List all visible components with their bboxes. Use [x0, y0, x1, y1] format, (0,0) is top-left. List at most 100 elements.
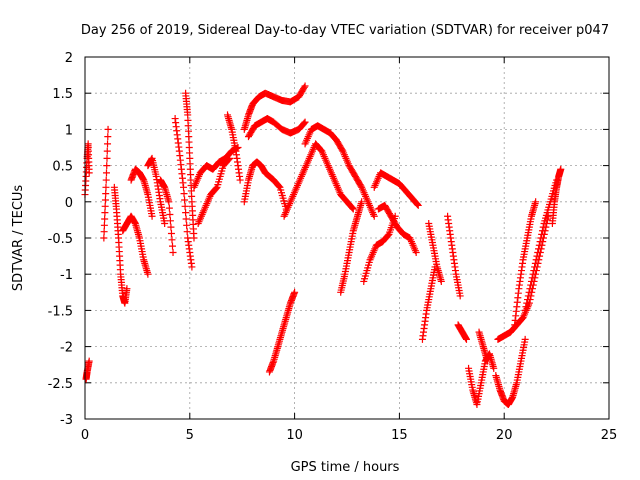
data-point	[384, 231, 392, 239]
data-point	[182, 209, 190, 217]
y-tick-label: 1	[65, 123, 73, 138]
data-point	[538, 230, 546, 238]
series-sat-m	[224, 111, 244, 184]
data-point	[100, 228, 108, 236]
data-point	[532, 256, 540, 264]
series-sat-x	[418, 263, 439, 343]
data-point	[557, 165, 565, 173]
data-point	[535, 241, 543, 249]
data-point	[188, 263, 196, 271]
data-point	[338, 146, 346, 154]
data-point	[490, 364, 498, 372]
y-tick-label: 1.5	[52, 87, 73, 102]
series-sat-f	[127, 165, 156, 220]
series-sat-w	[374, 201, 420, 256]
data-point	[190, 234, 198, 242]
data-point	[291, 288, 299, 296]
data-point	[104, 133, 112, 141]
data-point	[100, 221, 108, 229]
data-point	[275, 182, 283, 190]
series-sat-d	[110, 183, 131, 307]
series-sat-ah	[475, 328, 491, 365]
data-point	[161, 220, 169, 228]
data-point	[532, 198, 540, 206]
data-point	[349, 205, 357, 213]
y-tick-label: 2	[65, 51, 73, 66]
data-point	[527, 281, 535, 289]
series-sat-y	[425, 220, 445, 285]
data-point	[85, 169, 93, 177]
data-point	[536, 238, 544, 246]
data-point	[180, 190, 188, 198]
data-point	[535, 245, 543, 253]
data-point	[103, 162, 111, 170]
data-point	[529, 270, 537, 278]
data-point	[212, 184, 220, 192]
data-point	[528, 274, 536, 282]
data-point	[169, 248, 177, 256]
data-point	[183, 221, 191, 229]
x-tick-label: 25	[601, 428, 618, 443]
series-sat-ag	[548, 165, 565, 228]
data-point	[524, 292, 532, 300]
data-point	[101, 196, 109, 204]
data-point	[533, 252, 541, 260]
data-point	[300, 83, 308, 91]
series-sat-s	[301, 122, 378, 220]
data-point	[539, 223, 547, 231]
data-point	[301, 118, 309, 126]
axis-ticks: 0 5 10 15 20 25 2 1.5 1 0.5 0 -0.5 -1 -1.5 -2 -2.5 -3	[48, 51, 618, 443]
data-point	[169, 242, 177, 250]
data-point	[370, 212, 378, 220]
data-point	[537, 234, 545, 242]
chart-title: Day 256 of 2019, Sidereal Day-to-day VTE…	[81, 23, 609, 38]
data-point	[524, 296, 532, 304]
data-point	[525, 288, 533, 296]
data-point	[349, 204, 357, 212]
data-point	[100, 234, 108, 242]
data-point	[437, 277, 445, 285]
x-axis-label: GPS time / hours	[291, 460, 400, 475]
series-sat-ac	[492, 335, 529, 409]
series-sat-a	[81, 140, 93, 199]
y-tick-label: -2.5	[48, 377, 73, 392]
data-point	[456, 292, 464, 300]
data-point	[85, 357, 93, 365]
data-point	[102, 183, 110, 191]
data-point	[226, 154, 234, 162]
series-sat-i	[171, 115, 196, 271]
y-tick-label: 0	[65, 196, 73, 211]
data-point	[236, 176, 244, 184]
data-point	[462, 335, 470, 343]
x-tick-label: 20	[496, 428, 513, 443]
series-sat-r	[280, 140, 357, 220]
series-sat-z	[444, 212, 464, 300]
data-point	[183, 228, 191, 236]
data-point	[526, 285, 534, 293]
data-point	[225, 155, 233, 163]
data-point	[167, 223, 175, 231]
y-tick-label: -1.5	[48, 304, 73, 319]
y-tick-label: -1	[60, 268, 73, 283]
data-marks	[81, 82, 565, 409]
data-point	[357, 182, 365, 190]
data-point	[181, 202, 189, 210]
series-sat-n	[240, 158, 290, 213]
x-tick-label: 5	[186, 428, 194, 443]
y-tick-label: -2	[60, 341, 73, 356]
data-point	[523, 299, 531, 307]
data-point	[101, 209, 109, 217]
data-point	[104, 140, 112, 148]
data-point	[538, 227, 546, 235]
x-tick-label: 15	[391, 428, 408, 443]
series-sat-v	[370, 169, 422, 209]
data-point	[103, 154, 111, 162]
data-point	[165, 204, 173, 212]
data-point	[102, 190, 110, 198]
series-sat-b	[82, 357, 93, 383]
series-sat-l	[194, 154, 234, 228]
data-point	[521, 335, 529, 343]
series-sat-o	[240, 82, 309, 133]
series-sat-ae	[511, 198, 540, 329]
